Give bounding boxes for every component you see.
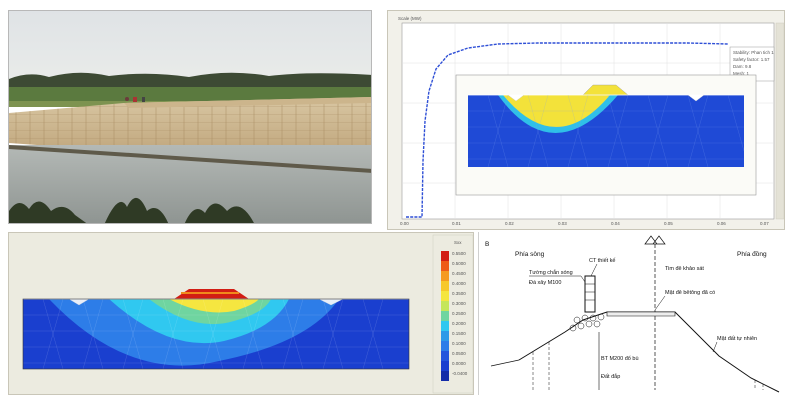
x-tick: 0.05 (664, 221, 673, 226)
reference-symbol: B (485, 241, 489, 248)
sky (9, 11, 371, 81)
fill-soil-label: Đất đắp (601, 373, 620, 380)
fem-domain-outline (22, 298, 410, 370)
dike-axis-label: Tim đê khảo sát (665, 266, 704, 272)
scale-value: 0.4000 (452, 281, 466, 286)
x-tick: 0.03 (558, 221, 567, 226)
scale-value: 0.0500 (452, 351, 466, 356)
dike-cross-section: B Phía sông Phía đồng CT thiết kế Tường … (478, 232, 796, 395)
concrete-layer (606, 311, 676, 317)
colour-scale-labels: 0.5500 0.5000 0.4500 0.4000 0.3500 0.300… (452, 251, 468, 376)
natural-ground-label: Mặt đất tự nhiên (717, 336, 757, 342)
legend-line-1: Stability: Phan tich 1 (733, 50, 774, 55)
scale-value: 0.2000 (452, 321, 466, 326)
load-curve (406, 42, 729, 218)
river-side-label: Phía sông (515, 251, 545, 258)
scale-value: 0.0000 (452, 361, 466, 366)
x-tick: 0.06 (717, 221, 726, 226)
scale-value: 0.1500 (452, 331, 466, 336)
x-tick-labels: 0.00 0.01 0.02 0.03 0.04 0.05 0.06 0.07 (400, 221, 769, 226)
dike-profile (518, 311, 780, 393)
wave-wall-label: Tường chắn sóng (529, 269, 573, 276)
scale-value: -0.0400 (452, 371, 468, 376)
worker-figure (125, 97, 129, 101)
scale-value: 0.3000 (452, 301, 466, 306)
axis-triangle (644, 235, 666, 245)
field-side-label: Phía đồng (737, 249, 767, 258)
graph-title: Scale (MW) (398, 16, 422, 21)
x-tick: 0.01 (452, 221, 461, 226)
old-concrete-label: Mặt đê bêtông đã có (665, 290, 715, 296)
fem-stress-panel: Sxx 0.5500 0.5000 0.4500 0.4000 0.3500 0… (8, 232, 474, 395)
scale-value: 0.2500 (452, 311, 466, 316)
x-tick: 0.04 (611, 221, 620, 226)
scale-value: 0.4500 (452, 271, 466, 276)
tree-line (9, 72, 371, 91)
scale-value: 0.5000 (452, 261, 466, 266)
fem-zone-yellow (169, 299, 259, 313)
scale-header: Sxx (454, 240, 462, 245)
concrete-fill-label: BT M200 đổ bù (601, 355, 639, 362)
stone-masonry (569, 313, 605, 332)
design-crest-label: CT thiết kế (589, 258, 616, 264)
scale-value: 0.3500 (452, 291, 466, 296)
colour-scale-bar (441, 251, 449, 381)
legend-line-3: Dam: 9.8 (733, 64, 752, 69)
dike-photo (8, 10, 372, 224)
settlement-graph: Scale (MW) Stability: Phan tich 1 Safety… (387, 10, 785, 230)
foreground-shrubs (9, 198, 254, 223)
legend-line-2: Safety factor: 1.57 (733, 57, 770, 62)
x-tick: 0.07 (760, 221, 769, 226)
wave-wall (584, 275, 596, 313)
wall-material-label: Đá xây M100 (529, 280, 561, 286)
legend-line-4: Mesh: 1 (733, 71, 750, 76)
scale-value: 0.1000 (452, 341, 466, 346)
x-tick: 0.00 (400, 221, 409, 226)
x-tick: 0.02 (505, 221, 514, 226)
scale-value: 0.5500 (452, 251, 466, 256)
rice-field (9, 87, 371, 103)
